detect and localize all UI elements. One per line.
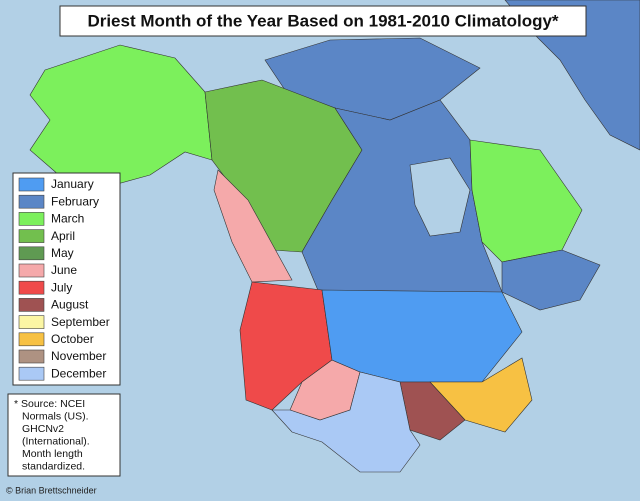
- legend-swatch: [18, 246, 45, 261]
- note-line: GHCNv2: [22, 423, 64, 435]
- map-title: Driest Month of the Year Based on 1981-2…: [87, 11, 558, 30]
- legend-label: November: [51, 349, 106, 363]
- legend-label: February: [51, 194, 99, 208]
- legend-label: April: [51, 229, 75, 243]
- title-box: Driest Month of the Year Based on 1981-2…: [59, 5, 587, 37]
- legend-label: June: [51, 263, 77, 277]
- legend-label: May: [51, 246, 74, 260]
- legend-swatch: [18, 263, 45, 278]
- note-line: Month length: [22, 448, 83, 460]
- legend-label: March: [51, 212, 84, 226]
- legend-label: August: [51, 298, 89, 312]
- mexico: [271, 371, 421, 473]
- legend-label: September: [51, 315, 110, 329]
- legend: January February March April May June July Augu…: [12, 172, 121, 386]
- note-line: (International).: [22, 435, 90, 447]
- legend-swatch: [18, 194, 45, 209]
- credit: © Brian Brettschneider: [6, 485, 97, 495]
- legend-swatch: [18, 332, 45, 347]
- note-line: * Source: NCEI: [14, 398, 85, 410]
- legend-label: July: [51, 280, 72, 294]
- legend-swatch: [18, 366, 45, 381]
- legend-swatch: [18, 280, 45, 295]
- note-line: standardized.: [22, 460, 85, 472]
- legend-label: January: [51, 177, 94, 191]
- land: [29, 0, 640, 473]
- legend-swatch: [18, 229, 45, 243]
- legend-swatch: [18, 177, 45, 192]
- hudson-bay: [409, 157, 471, 237]
- central-us: [321, 289, 523, 383]
- note-line: Normals (US).: [22, 410, 89, 422]
- legend-label: October: [51, 332, 94, 346]
- legend-swatch: [18, 298, 45, 312]
- legend-swatch: [18, 315, 45, 329]
- legend-label: December: [51, 366, 106, 380]
- legend-swatch: [18, 349, 45, 364]
- legend-swatch: [18, 212, 45, 226]
